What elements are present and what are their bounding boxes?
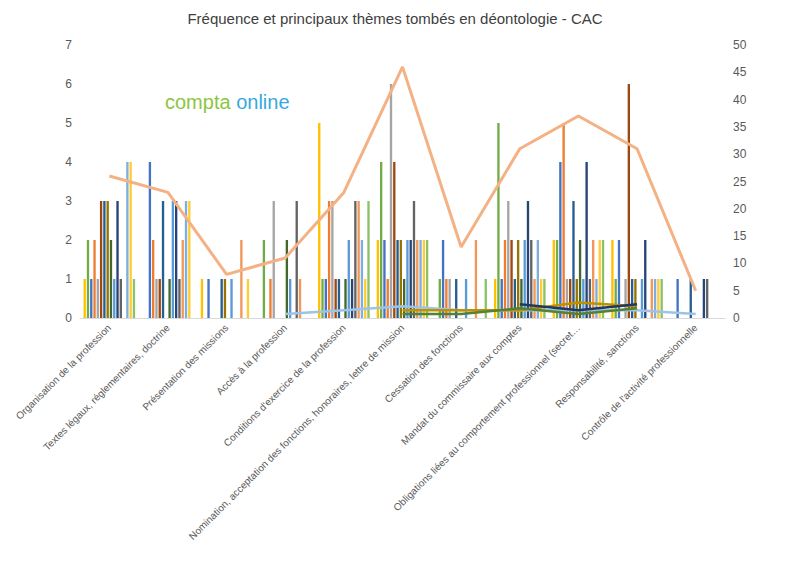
svg-text:Présentation des missions: Présentation des missions [140, 322, 230, 412]
svg-text:Mandat du commissaire aux comp: Mandat du commissaire aux comptes [399, 322, 524, 447]
svg-text:7: 7 [65, 38, 72, 52]
svg-text:2: 2 [65, 233, 72, 247]
svg-text:Textes légaux, réglementaires,: Textes légaux, réglementaires, doctrine [41, 322, 172, 453]
svg-text:1: 1 [65, 272, 72, 286]
svg-text:6: 6 [65, 77, 72, 91]
svg-text:5: 5 [733, 284, 740, 298]
svg-text:Fréquence et principaux thèmes: Fréquence et principaux thèmes tombés en… [187, 10, 602, 27]
svg-text:Obligations liées au comportem: Obligations liées au comportement profes… [391, 322, 582, 513]
svg-text:Cessation des fonctions: Cessation des fonctions [382, 322, 465, 405]
svg-text:compta: compta [165, 91, 231, 113]
svg-text:online: online [236, 91, 289, 113]
svg-text:20: 20 [733, 202, 747, 216]
svg-text:Accès à la profession: Accès à la profession [214, 322, 290, 397]
svg-text:Conditions d'exercice de la pr: Conditions d'exercice de la profession [221, 322, 347, 448]
svg-text:30: 30 [733, 147, 747, 161]
svg-text:15: 15 [733, 229, 747, 243]
svg-text:Nomination, acceptation des fo: Nomination, acceptation des fonctions, h… [187, 322, 407, 542]
svg-text:0: 0 [733, 311, 740, 325]
svg-text:4: 4 [65, 155, 72, 169]
svg-text:Organisation de la profession: Organisation de la profession [14, 322, 114, 422]
svg-text:5: 5 [65, 116, 72, 130]
svg-text:3: 3 [65, 194, 72, 208]
svg-text:Responsabilité, sanctions: Responsabilité, sanctions [553, 322, 641, 410]
svg-text:35: 35 [733, 120, 747, 134]
svg-text:10: 10 [733, 256, 747, 270]
svg-text:0: 0 [65, 311, 72, 325]
svg-text:45: 45 [733, 65, 747, 79]
svg-text:Contrôle de l'activité profess: Contrôle de l'activité professionnelle [579, 322, 700, 443]
svg-text:25: 25 [733, 175, 747, 189]
svg-text:50: 50 [733, 38, 747, 52]
svg-text:40: 40 [733, 93, 747, 107]
